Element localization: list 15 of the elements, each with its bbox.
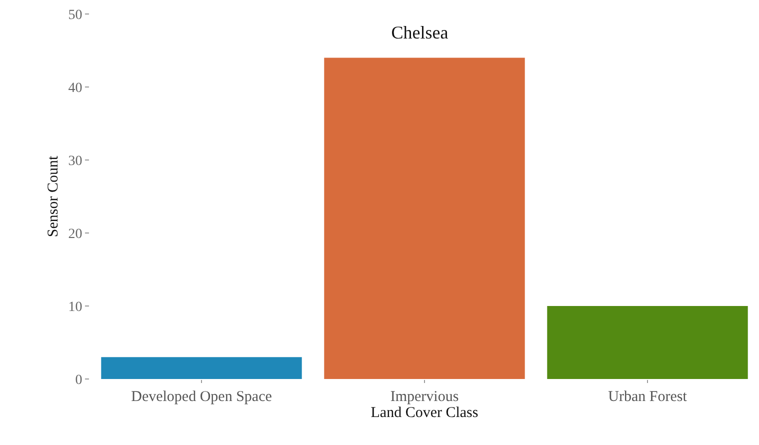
y-axis-title: Sensor Count <box>45 155 62 238</box>
y-tick-label: 40 <box>68 80 82 96</box>
bar <box>101 357 302 379</box>
x-tick-label: Impervious <box>390 389 459 405</box>
y-tick-label: 50 <box>68 8 82 23</box>
x-tick-label: Developed Open Space <box>131 389 272 405</box>
y-tick-label: 30 <box>68 154 82 169</box>
text: Chelsea <box>391 22 448 42</box>
y-tick-label: 10 <box>68 300 82 315</box>
y-tick-label: 20 <box>68 226 82 242</box>
x-axis-title: Land Cover Class <box>370 405 478 421</box>
bar <box>547 306 748 379</box>
bar <box>324 58 525 379</box>
x-tick-label: Urban Forest <box>608 389 688 405</box>
y-tick-label: 0 <box>75 372 82 388</box>
